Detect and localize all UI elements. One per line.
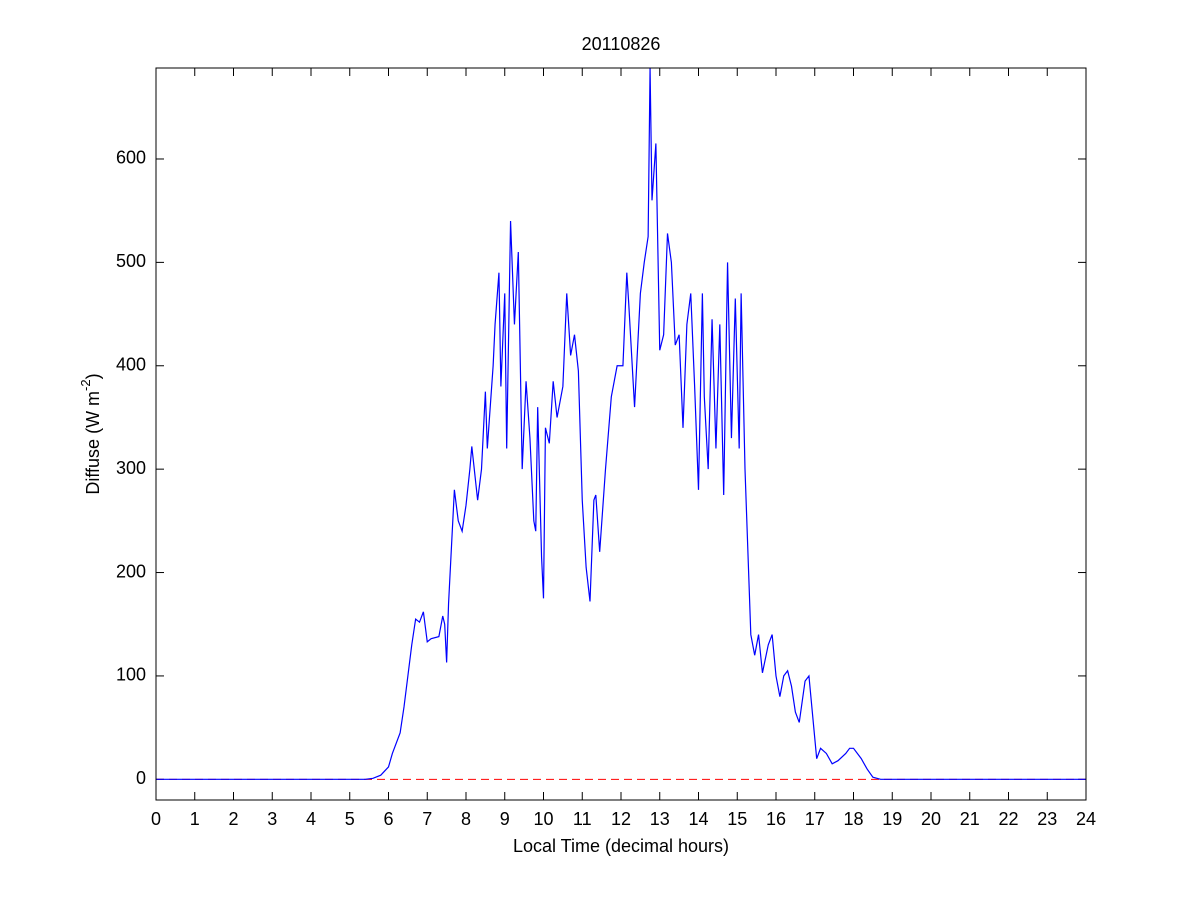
x-tick-label: 0	[151, 809, 161, 829]
x-tick-label: 20	[921, 809, 941, 829]
x-tick-label: 4	[306, 809, 316, 829]
x-tick-label: 5	[345, 809, 355, 829]
y-tick-label: 400	[116, 355, 146, 375]
y-axis-label: Diffuse (W m-2)	[78, 373, 102, 494]
x-tick-label: 7	[422, 809, 432, 829]
x-tick-label: 16	[766, 809, 786, 829]
x-tick-label: 18	[843, 809, 863, 829]
y-tick-label: 300	[116, 458, 146, 478]
x-tick-label: 22	[998, 809, 1018, 829]
x-tick-label: 23	[1037, 809, 1057, 829]
y-axis-label-end: )	[83, 373, 103, 379]
plot-frame	[155, 67, 1087, 801]
y-tick-label: 500	[116, 251, 146, 271]
x-tick-label: 9	[500, 809, 510, 829]
y-tick-label: 600	[116, 148, 146, 168]
x-tick-label: 1	[190, 809, 200, 829]
data-line	[156, 67, 1086, 780]
x-tick-label: 17	[805, 809, 825, 829]
x-tick-label: 15	[727, 809, 747, 829]
x-tick-label: 2	[228, 809, 238, 829]
x-axis-label: Local Time (decimal hours)	[513, 836, 729, 856]
y-axis-label-text: Diffuse (W m	[83, 391, 103, 495]
x-tick-label: 24	[1076, 809, 1096, 829]
x-tick-label: 11	[573, 809, 592, 829]
x-tick-label: 3	[267, 809, 277, 829]
y-axis-label-exponent: -2	[78, 379, 93, 391]
y-tick-label: 200	[116, 561, 146, 581]
x-tick-label: 19	[882, 809, 902, 829]
x-tick-label: 14	[688, 809, 708, 829]
x-tick-label: 21	[960, 809, 980, 829]
x-tick-label: 12	[611, 809, 631, 829]
y-tick-label: 100	[116, 665, 146, 685]
x-tick-label: 6	[383, 809, 393, 829]
x-tick-label: 8	[461, 809, 471, 829]
x-tick-label: 13	[650, 809, 670, 829]
x-tick-label: 10	[533, 809, 553, 829]
y-tick-label: 0	[136, 768, 146, 788]
chart-title: 20110826	[582, 34, 661, 54]
